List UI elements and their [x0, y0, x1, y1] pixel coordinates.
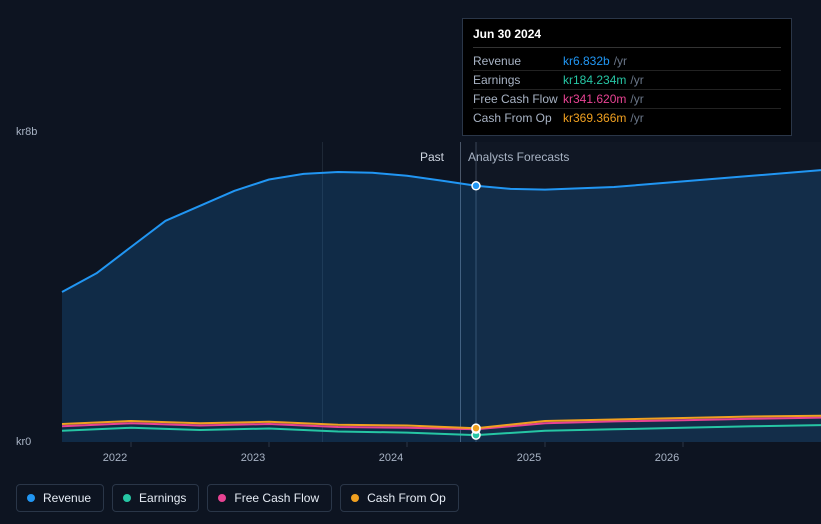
- tooltip-row-label: Earnings: [473, 73, 563, 87]
- tooltip-row-unit: /yr: [614, 54, 627, 68]
- tooltip-row: Earnings kr184.234m /yr: [473, 71, 781, 90]
- tooltip-row: Free Cash Flow kr341.620m /yr: [473, 90, 781, 109]
- tooltip-row: Cash From Op kr369.366m /yr: [473, 109, 781, 127]
- y-tick-label: kr0: [16, 436, 31, 448]
- legend-dot-icon: [218, 494, 226, 502]
- tooltip-row-value: kr6.832b: [563, 54, 610, 68]
- legend-label: Revenue: [43, 491, 91, 505]
- tooltip-row-value: kr369.366m: [563, 111, 626, 125]
- tooltip-row-label: Revenue: [473, 54, 563, 68]
- legend-dot-icon: [351, 494, 359, 502]
- chart-container: kr8b kr0 2022 2023 2024 2025 2026 Past A…: [16, 0, 805, 508]
- x-tick-label: 2023: [241, 452, 265, 464]
- hover-tooltip: Jun 30 2024 Revenue kr6.832b /yr Earning…: [462, 18, 792, 136]
- x-tick-label: 2022: [103, 452, 127, 464]
- tooltip-row: Revenue kr6.832b /yr: [473, 52, 781, 71]
- tooltip-row-value: kr184.234m: [563, 73, 626, 87]
- legend-dot-icon: [123, 494, 131, 502]
- tooltip-row-unit: /yr: [630, 73, 643, 87]
- x-tick-label: 2025: [517, 452, 541, 464]
- y-tick-label: kr8b: [16, 126, 37, 138]
- legend-dot-icon: [27, 494, 35, 502]
- tooltip-row-label: Cash From Op: [473, 111, 563, 125]
- legend-label: Cash From Op: [367, 491, 446, 505]
- tooltip-row-unit: /yr: [630, 92, 643, 106]
- tooltip-row-unit: /yr: [630, 111, 643, 125]
- tooltip-row-label: Free Cash Flow: [473, 92, 563, 106]
- tooltip-row-value: kr341.620m: [563, 92, 626, 106]
- x-tick-label: 2026: [655, 452, 679, 464]
- legend-label: Earnings: [139, 491, 186, 505]
- x-tick-label: 2024: [379, 452, 403, 464]
- legend: Revenue Earnings Free Cash Flow Cash Fro…: [16, 484, 459, 512]
- chart-svg[interactable]: [62, 142, 821, 442]
- legend-item-revenue[interactable]: Revenue: [16, 484, 104, 512]
- legend-item-fcf[interactable]: Free Cash Flow: [207, 484, 332, 512]
- legend-item-earnings[interactable]: Earnings: [112, 484, 199, 512]
- legend-item-cfo[interactable]: Cash From Op: [340, 484, 459, 512]
- tooltip-date: Jun 30 2024: [473, 27, 781, 48]
- legend-label: Free Cash Flow: [234, 491, 319, 505]
